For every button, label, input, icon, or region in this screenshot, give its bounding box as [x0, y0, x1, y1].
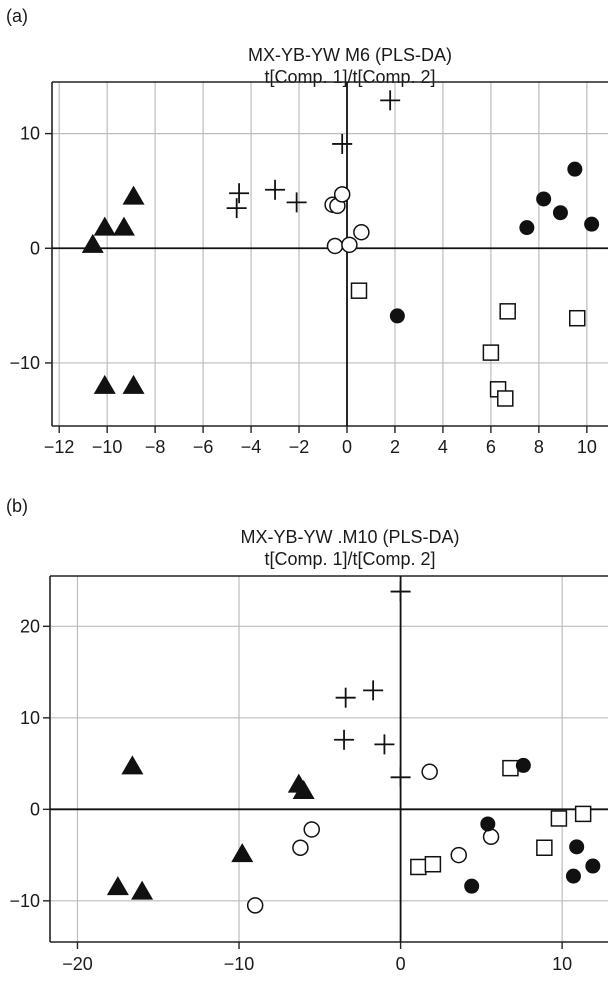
plus-marker [390, 581, 411, 602]
panel-a: (a) MX-YB-YW M6 (PLS-DA) t[Comp. 1]/t[Co… [0, 0, 608, 490]
x-tick-label: 8 [534, 437, 544, 457]
x-tick-label: −2 [289, 437, 310, 457]
triangle-marker [122, 185, 145, 205]
open-square-marker [536, 839, 553, 857]
chart-subtitle-b: t[Comp. 1]/t[Comp. 2] [264, 549, 436, 569]
x-tick-label: −10 [224, 954, 255, 974]
filled-circle-marker [584, 216, 600, 232]
open-square-marker [574, 805, 592, 823]
y-tick-label: −10 [9, 891, 40, 911]
filled-circle-marker [565, 868, 581, 884]
x-tick-label: 10 [577, 437, 597, 457]
ticks [43, 625, 563, 949]
plus-marker [335, 687, 356, 708]
filled-circle-marker [519, 220, 535, 236]
open-square-marker [482, 344, 500, 361]
open-square-marker [550, 810, 568, 827]
open-circle-marker [246, 897, 264, 914]
triangle-marker [106, 876, 129, 896]
x-tick-label: −12 [44, 437, 75, 457]
gridlines [52, 82, 608, 426]
open-circle-marker [303, 821, 320, 838]
open-circle-marker [292, 839, 309, 857]
x-tick-label: 0 [342, 437, 352, 457]
open-square-marker [497, 390, 514, 407]
y-tick-label: 20 [20, 616, 40, 636]
triangle-marker [292, 780, 315, 800]
triangle-marker [93, 216, 116, 236]
x-tick-label: −6 [193, 437, 214, 457]
plus-marker [390, 767, 411, 788]
triangle-marker [81, 233, 104, 253]
plus-marker [334, 729, 355, 750]
plot-frame [51, 81, 608, 427]
scatter-plot-b: −20 −10 0 10 20 10 0 −10 [9, 575, 608, 974]
x-tick-label: 10 [552, 954, 572, 974]
open-circle-marker [421, 763, 438, 781]
chart-title-b-line1: MX-YB-YW .M10 (PLS-DA) [240, 527, 460, 547]
plus-marker [226, 198, 247, 219]
plus-marker [286, 192, 307, 213]
panel-b: (b) MX-YB-YW .M10 (PLS-DA) t[Comp. 1]/t[… [0, 490, 608, 981]
filled-circle-marker [585, 858, 601, 874]
panel-label-b: (b) [6, 496, 28, 516]
x-tick-label: −8 [145, 437, 166, 457]
open-circle-marker [326, 237, 344, 255]
plus-marker [332, 133, 353, 154]
triangle-marker [121, 755, 144, 775]
plus-marker [363, 680, 384, 701]
x-tick-label: −10 [92, 437, 123, 457]
y-tick-label: −10 [9, 353, 40, 373]
open-square-marker [410, 858, 427, 876]
filled-circle-marker [567, 161, 583, 177]
triangle-marker [131, 880, 154, 900]
filled-circle-marker [480, 816, 496, 832]
open-circle-marker [341, 236, 358, 254]
triangle-marker [122, 374, 145, 394]
open-square-marker [568, 309, 586, 327]
filled-circle-marker [464, 878, 480, 894]
chart-title-b: MX-YB-YW .M10 (PLS-DA) t[Comp. 1]/t[Comp… [0, 526, 608, 570]
plus-marker [380, 90, 401, 111]
plus-marker [374, 734, 395, 755]
y-tick-label: 10 [20, 708, 40, 728]
open-square-marker [499, 303, 516, 320]
plot-frame [49, 575, 608, 943]
panel-label-a: (a) [6, 6, 28, 26]
filled-circle-marker [515, 757, 531, 773]
triangle-marker [93, 374, 116, 394]
open-circle-marker [482, 828, 500, 846]
scatter-plot-a: −12 −10 −8 −6 −4 −2 0 2 4 6 8 10 10 0 −10 [9, 81, 608, 457]
plus-marker [229, 183, 250, 204]
x-tick-label: 0 [396, 954, 406, 974]
x-tick-label: 2 [390, 437, 400, 457]
data-points [81, 90, 600, 407]
data-points [106, 581, 601, 914]
filled-circle-marker [569, 839, 585, 855]
open-circle-marker [353, 223, 370, 241]
x-tick-label: −4 [241, 437, 262, 457]
open-square-marker [424, 855, 442, 873]
plus-marker [265, 179, 286, 200]
y-tick-label: 0 [30, 238, 40, 258]
filled-circle-marker [536, 191, 552, 207]
ticks [45, 132, 588, 433]
x-tick-label: 4 [438, 437, 448, 457]
open-square-marker [350, 282, 368, 299]
y-tick-label: 10 [20, 124, 40, 144]
open-square-marker [502, 759, 519, 777]
chart-title-a-line1: MX-YB-YW M6 (PLS-DA) [247, 45, 452, 65]
filled-circle-marker [389, 308, 405, 324]
filled-circle-marker [552, 205, 568, 221]
open-circle-marker [333, 186, 351, 203]
open-circle-marker [450, 846, 467, 864]
y-tick-label: 0 [30, 799, 40, 819]
triangle-marker [231, 843, 254, 863]
x-tick-label: −20 [62, 954, 93, 974]
x-tick-label: 6 [486, 437, 496, 457]
triangle-marker [112, 216, 135, 236]
